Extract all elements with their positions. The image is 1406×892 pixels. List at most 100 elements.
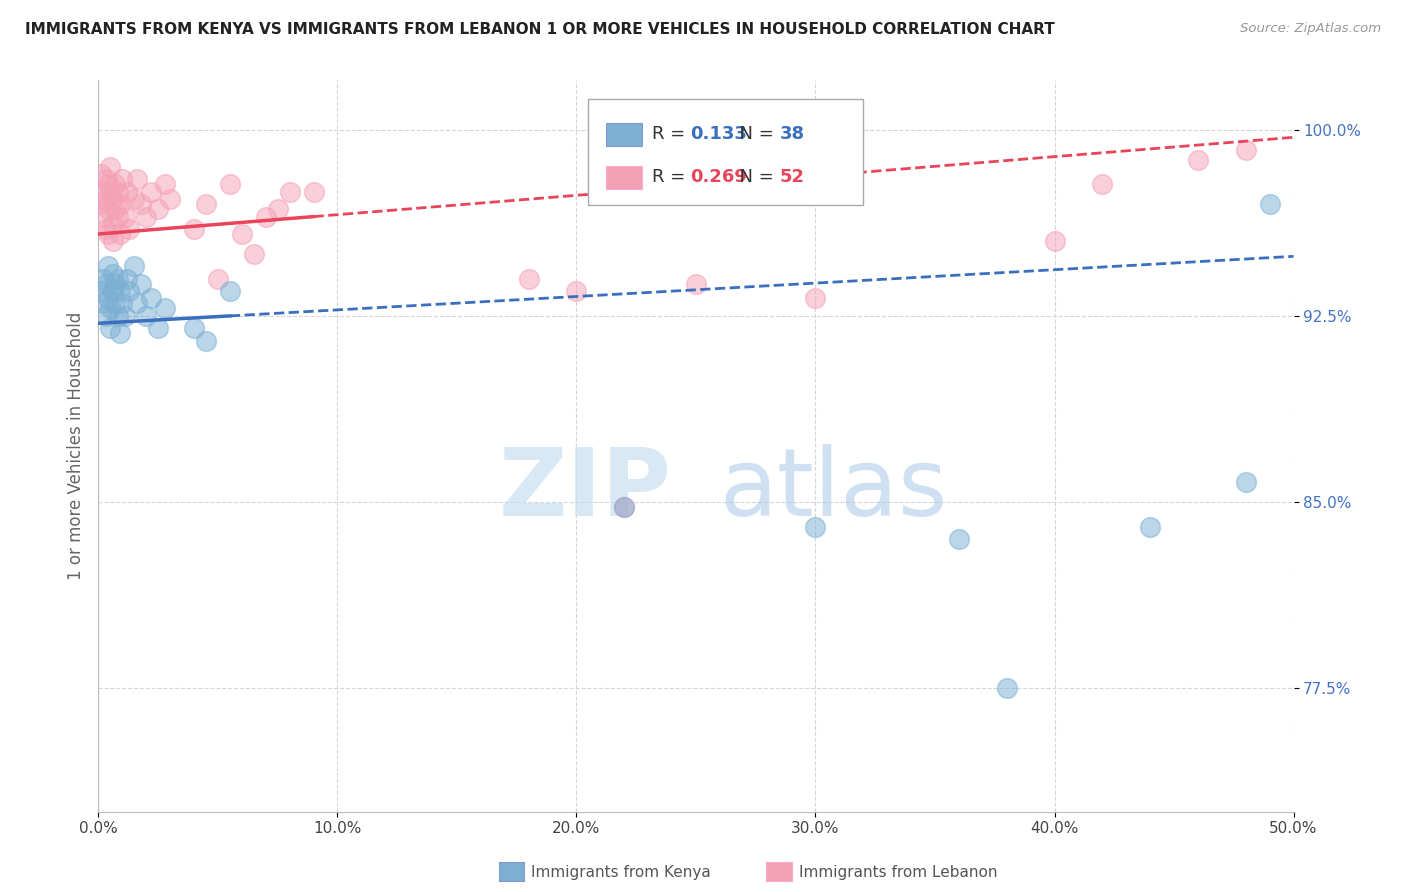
- Point: [94, 222, 117, 236]
- Point: [104, 178, 127, 192]
- Text: R =: R =: [652, 125, 690, 143]
- Point: [108, 326, 131, 341]
- Point: [108, 227, 131, 241]
- Point: [101, 284, 124, 298]
- Point: [125, 172, 148, 186]
- Point: [1187, 153, 1209, 167]
- Point: [114, 309, 136, 323]
- Point: [90, 284, 112, 298]
- Point: [118, 222, 141, 236]
- FancyBboxPatch shape: [606, 166, 643, 189]
- Point: [107, 309, 129, 323]
- Point: [1043, 235, 1066, 249]
- Point: [207, 271, 229, 285]
- Point: [111, 296, 134, 310]
- Point: [101, 192, 124, 206]
- Point: [219, 284, 242, 298]
- Point: [243, 247, 266, 261]
- Point: [107, 271, 129, 285]
- Point: [98, 185, 122, 199]
- Text: Source: ZipAtlas.com: Source: ZipAtlas.com: [1240, 22, 1381, 36]
- Point: [101, 235, 124, 249]
- Text: 52: 52: [779, 168, 804, 186]
- Point: [804, 519, 827, 533]
- Point: [267, 202, 290, 217]
- Point: [1258, 197, 1281, 211]
- Text: N =: N =: [728, 125, 780, 143]
- Text: IMMIGRANTS FROM KENYA VS IMMIGRANTS FROM LEBANON 1 OR MORE VEHICLES IN HOUSEHOLD: IMMIGRANTS FROM KENYA VS IMMIGRANTS FROM…: [25, 22, 1054, 37]
- Text: atlas: atlas: [720, 444, 948, 536]
- Text: Immigrants from Lebanon: Immigrants from Lebanon: [799, 865, 997, 880]
- Text: R =: R =: [652, 168, 690, 186]
- Text: 0.133: 0.133: [690, 125, 747, 143]
- Text: N =: N =: [728, 168, 780, 186]
- FancyBboxPatch shape: [589, 99, 863, 204]
- FancyBboxPatch shape: [606, 122, 643, 146]
- Point: [155, 301, 177, 316]
- Point: [97, 178, 120, 192]
- Point: [107, 185, 129, 199]
- Point: [108, 197, 131, 211]
- Point: [948, 532, 970, 546]
- Point: [135, 210, 157, 224]
- Point: [91, 271, 114, 285]
- Point: [148, 202, 170, 217]
- Point: [1139, 519, 1161, 533]
- Point: [94, 172, 117, 186]
- Point: [155, 178, 177, 192]
- Point: [254, 210, 277, 224]
- Point: [114, 210, 136, 224]
- Point: [125, 296, 148, 310]
- Point: [1234, 143, 1257, 157]
- Point: [118, 284, 141, 298]
- Point: [104, 202, 127, 217]
- Point: [131, 197, 153, 211]
- Point: [685, 277, 707, 291]
- Point: [1234, 475, 1257, 489]
- Point: [565, 284, 588, 298]
- Point: [90, 168, 112, 182]
- Point: [108, 284, 131, 298]
- Text: ZIP: ZIP: [499, 444, 672, 536]
- Point: [91, 185, 114, 199]
- Point: [183, 222, 205, 236]
- Point: [195, 334, 218, 348]
- Point: [219, 178, 242, 192]
- Point: [613, 500, 636, 514]
- Point: [94, 192, 117, 206]
- Point: [804, 292, 827, 306]
- Point: [139, 292, 162, 306]
- Point: [131, 277, 153, 291]
- Point: [159, 192, 181, 206]
- Point: [101, 217, 124, 231]
- Y-axis label: 1 or more Vehicles in Household: 1 or more Vehicles in Household: [66, 312, 84, 580]
- Point: [995, 681, 1018, 695]
- Point: [124, 192, 146, 206]
- Point: [183, 321, 205, 335]
- Text: Immigrants from Kenya: Immigrants from Kenya: [531, 865, 711, 880]
- Point: [148, 321, 170, 335]
- Point: [101, 267, 124, 281]
- Text: 38: 38: [779, 125, 804, 143]
- Point: [104, 296, 127, 310]
- Point: [302, 185, 325, 199]
- Point: [97, 202, 120, 217]
- Point: [94, 309, 117, 323]
- Point: [94, 277, 117, 291]
- Point: [98, 321, 122, 335]
- Point: [278, 185, 301, 199]
- Point: [115, 185, 138, 199]
- Point: [91, 210, 114, 224]
- Point: [104, 277, 127, 291]
- Point: [231, 227, 253, 241]
- Point: [135, 309, 157, 323]
- Point: [98, 160, 122, 174]
- Point: [90, 197, 112, 211]
- Point: [98, 301, 122, 316]
- Point: [91, 296, 114, 310]
- Point: [195, 197, 218, 211]
- Point: [97, 227, 120, 241]
- Point: [1091, 178, 1114, 192]
- Point: [124, 259, 146, 273]
- Text: 0.269: 0.269: [690, 168, 747, 186]
